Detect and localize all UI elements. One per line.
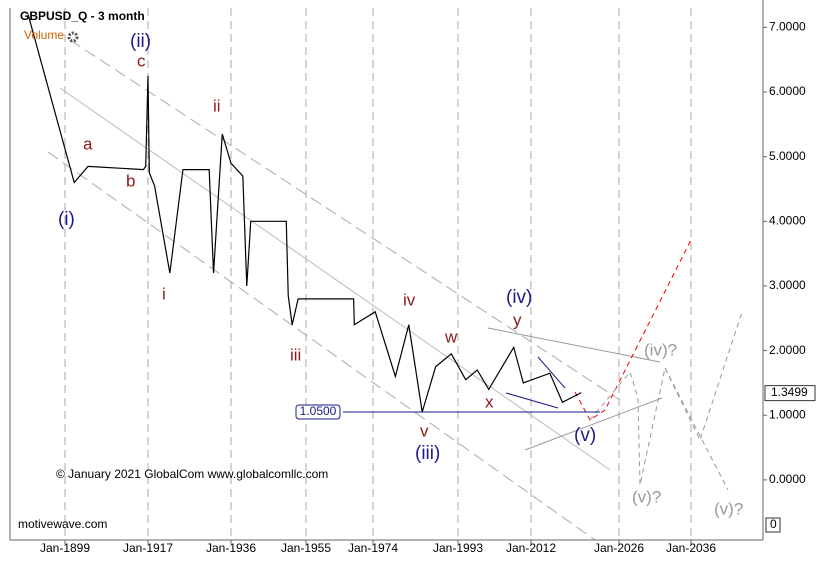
price-line — [27, 14, 582, 413]
watermark: motivewave.com — [18, 517, 107, 531]
projection-red — [574, 237, 693, 421]
last-price-box — [764, 385, 816, 402]
settings-icon[interactable] — [67, 31, 79, 43]
support-label-box — [295, 404, 341, 420]
wave-label: iii — [290, 345, 301, 364]
y-tick-label: 1.0000 — [769, 407, 806, 421]
y-tick-label: 5.0000 — [769, 149, 806, 163]
triangle-line — [524, 397, 663, 451]
wave-label: (v) — [574, 425, 596, 446]
y-tick-label: 2.0000 — [769, 343, 806, 357]
x-tick-label: Jan-1955 — [281, 541, 331, 555]
support-label: 1.0500 — [300, 404, 337, 418]
wave-label: (v)? — [714, 499, 743, 518]
wedge-line — [505, 392, 559, 409]
wave-label: c — [137, 51, 146, 70]
wave-label: (ii) — [130, 31, 151, 52]
volume-scale-label: 0 — [770, 517, 777, 531]
x-tick-label: Jan-1993 — [433, 541, 483, 555]
chart-title: GBPUSD_Q - 3 month — [20, 9, 145, 23]
wave-label: (v)? — [632, 487, 661, 506]
plot: 1.0500 — [27, 14, 600, 420]
wave-label: (iii) — [415, 443, 440, 464]
volume-scale-box — [765, 517, 781, 533]
y-tick-label: 6.0000 — [769, 84, 806, 98]
channel-line — [47, 151, 596, 541]
x-tick-label: Jan-2012 — [506, 541, 556, 555]
x-tick-label: Jan-1899 — [40, 541, 90, 555]
x-tick-label: Jan-1974 — [348, 541, 398, 555]
last-price-label: 1.3499 — [771, 385, 808, 399]
copyright: © January 2021 GlobalCom www.globalcomll… — [56, 467, 328, 481]
triangle-line — [487, 327, 661, 363]
wave-label: ii — [213, 96, 221, 115]
wave-label: iv — [403, 290, 416, 309]
wave-label: i — [162, 284, 166, 303]
volume-label: Volume — [24, 28, 64, 42]
y-tick-label: 3.0000 — [769, 278, 806, 292]
wave-label: (iv) — [506, 287, 532, 308]
channels — [47, 39, 743, 541]
x-tick-label: Jan-1936 — [206, 541, 256, 555]
wave-label: b — [126, 171, 135, 190]
y-tick-label: 4.0000 — [769, 213, 806, 227]
wave-label: w — [444, 327, 458, 346]
wave-label: (i) — [58, 209, 75, 230]
wedge-line — [537, 356, 566, 389]
wave-label: v — [420, 421, 429, 440]
channel-line — [69, 39, 621, 401]
wave-label: a — [83, 134, 93, 153]
grid — [64, 8, 692, 540]
x-tick-label: Jan-2036 — [666, 541, 716, 555]
x-tick-label: Jan-1917 — [123, 541, 173, 555]
y-tick-label: 0.0000 — [769, 472, 806, 486]
x-tick-label: Jan-2026 — [594, 541, 644, 555]
wave-label: x — [485, 392, 494, 411]
volume-scale: 0 — [765, 517, 781, 533]
wave-label: (iv)? — [644, 340, 677, 359]
y-tick-label: 7.0000 — [769, 20, 806, 34]
wave-label: y — [513, 310, 522, 329]
channel-line — [59, 87, 611, 471]
projection-gray — [664, 367, 729, 491]
